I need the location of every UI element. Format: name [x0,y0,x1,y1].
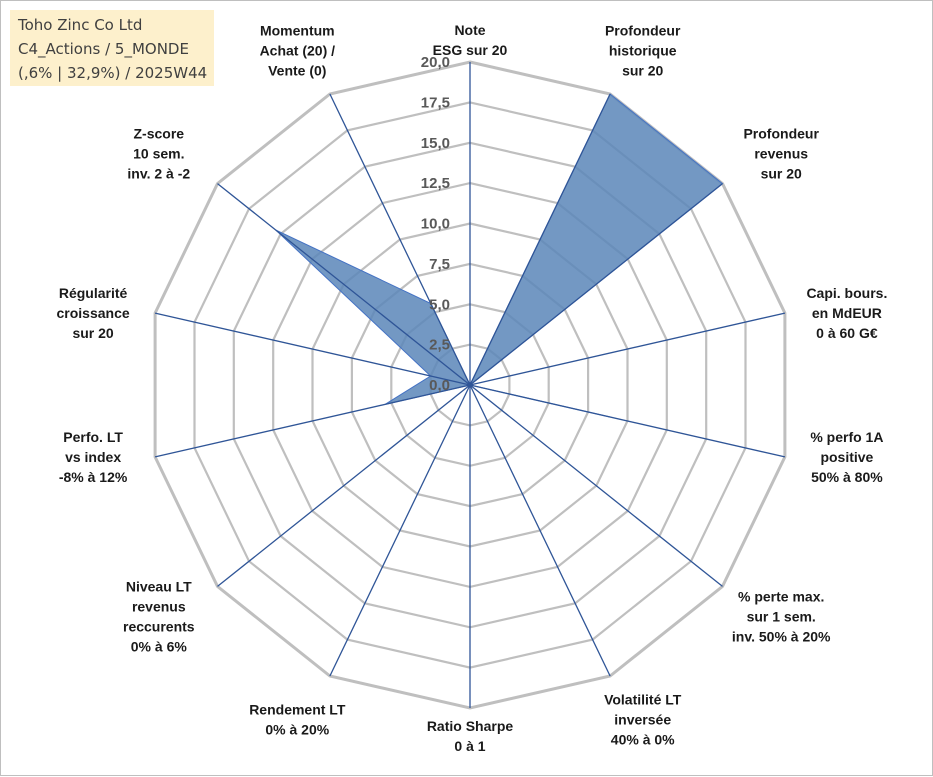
radar-spokes [154,62,786,708]
axis-label: % perte max. sur 1 sem. inv. 50% à 20% [732,588,831,644]
axis-spoke [329,384,471,677]
tick-label: 5,0 [429,296,450,313]
axis-spoke [469,183,723,386]
axis-spoke [154,312,471,386]
axis-spoke [469,384,786,458]
tick-label: 12,5 [421,175,450,192]
axis-label: Régularité croissance sur 20 [57,285,130,341]
company-name: Toho Zinc Co Ltd [18,16,143,34]
tick-label: 0,0 [429,377,450,394]
axis-spoke [217,183,471,386]
axis-label: % perfo 1A positive 50% à 80% [810,429,883,485]
axis-label: Note ESG sur 20 [433,22,508,58]
info-box: Toho Zinc Co Ltd C4_Actions / 5_MONDE (,… [10,10,214,86]
axis-spoke [154,384,471,458]
axis-label: Z-score 10 sem. inv. 2 à -2 [127,126,190,182]
universe-label: C4_Actions / 5_MONDE [18,40,189,58]
tick-label: 17,5 [421,94,450,111]
radar-series [275,93,724,418]
radar-tick-labels: 0,0 2,5 5,0 7,5 10,0 12,5 15,0 17,5 20,0 [421,54,450,394]
axis-spoke [217,384,471,587]
axis-spoke [329,93,471,386]
axis-label: Capi. bours. en MdEUR 0 à 60 G€ [806,285,887,341]
axis-spoke [469,93,611,386]
tick-label: 2,5 [429,337,450,354]
axis-label: Momentum Achat (20) / Vente (0) [260,23,336,79]
tick-label: 15,0 [421,135,450,152]
tick-label: 20,0 [421,54,450,71]
axis-label: Niveau LT revenus reccurents 0% à 6% [123,578,195,654]
axis-label: Perfo. LT vs index -8% à 12% [59,429,128,485]
axis-label: Ratio Sharpe 0 à 1 [427,718,514,754]
radar-axis-labels: Note ESG sur 20 Profondeur historique sur 20… [57,22,888,754]
period-label: (,6% | 32,9%) / 2025W44 [18,64,208,82]
tick-label: 10,0 [421,216,450,233]
axis-spoke [469,384,611,677]
series-area [275,93,724,418]
axis-label: Profondeur historique sur 20 [605,23,681,79]
axis-label: Volatilité LT inversée 40% à 0% [604,691,682,747]
axis-spoke [469,384,723,587]
axis-label: Profondeur revenus sur 20 [743,126,819,182]
tick-label: 7,5 [429,256,450,273]
axis-spoke [469,312,786,386]
axis-label: Rendement LT 0% à 20% [249,701,346,737]
